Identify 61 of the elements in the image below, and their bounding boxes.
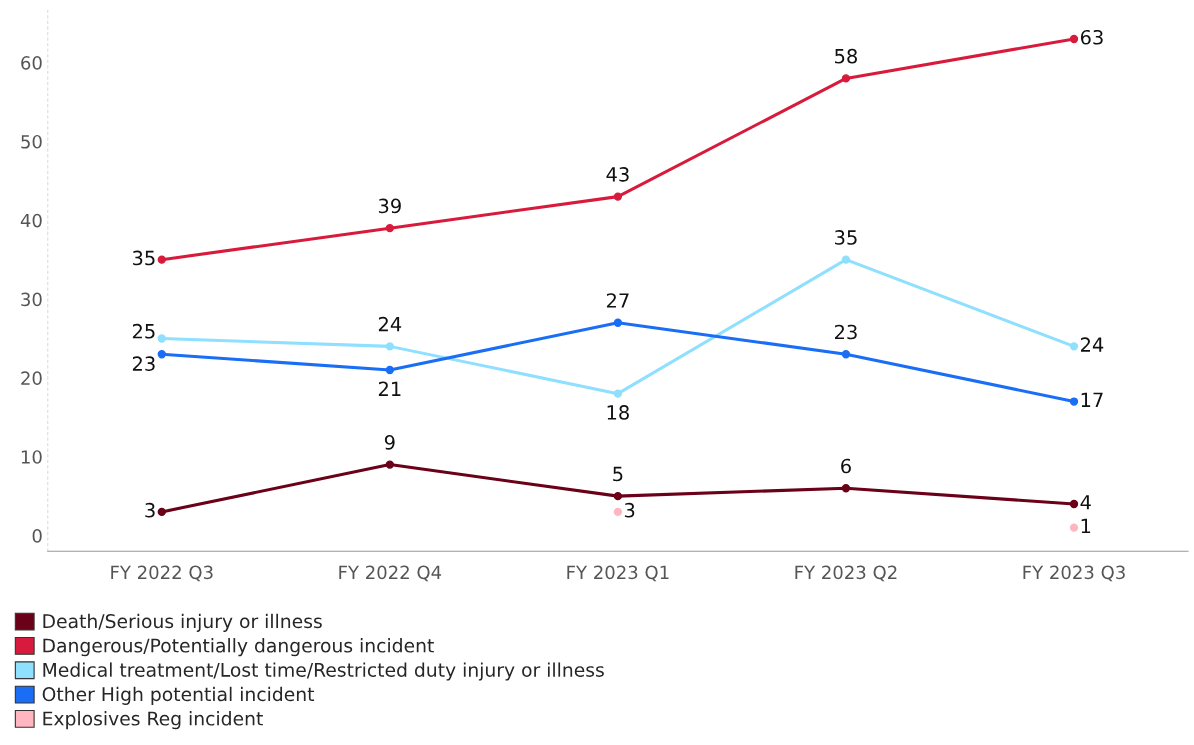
data-label: 9 bbox=[384, 435, 395, 450]
point bbox=[613, 507, 623, 517]
data-label: 18 bbox=[607, 405, 629, 420]
point bbox=[1069, 523, 1079, 532]
y-tick-label: 40 bbox=[20, 213, 42, 228]
y-tick-label: 20 bbox=[21, 371, 42, 386]
legend-label: Dangerous/Potentially dangerous incident bbox=[43, 638, 434, 657]
legend-label: Explosives Reg incident bbox=[43, 711, 263, 730]
x-tick-label: FY 2022 Q4 bbox=[339, 565, 442, 582]
point bbox=[385, 223, 395, 233]
data-label: 24 bbox=[378, 316, 402, 332]
y-tick-label: 0 bbox=[32, 529, 42, 543]
data-label: 35 bbox=[132, 250, 155, 266]
data-label: 3 bbox=[624, 502, 635, 518]
data-label: 6 bbox=[841, 458, 851, 474]
point bbox=[1069, 34, 1079, 44]
point bbox=[157, 334, 166, 343]
data-label: 5 bbox=[613, 466, 623, 482]
data-label: 27 bbox=[606, 293, 629, 308]
x-tick-label: FY 2023 Q2 bbox=[795, 565, 897, 582]
legend-label: Other High potential incident bbox=[42, 686, 315, 705]
data-label: 23 bbox=[835, 324, 857, 340]
x-tick-label: FY 2022 Q3 bbox=[111, 565, 213, 582]
data-label: 1 bbox=[1081, 518, 1091, 534]
point bbox=[841, 484, 851, 493]
point bbox=[613, 192, 623, 201]
point bbox=[157, 350, 166, 359]
x-tick-label: FY 2023 Q1 bbox=[567, 565, 669, 582]
y-tick-label: 50 bbox=[21, 134, 42, 149]
point bbox=[385, 365, 395, 375]
point bbox=[1069, 397, 1079, 406]
data-label: 24 bbox=[1080, 337, 1104, 352]
data-label: 25 bbox=[132, 323, 155, 339]
point bbox=[1069, 342, 1079, 351]
point bbox=[385, 342, 395, 351]
point bbox=[613, 389, 623, 398]
data-label: 39 bbox=[378, 198, 401, 214]
data-label: 58 bbox=[835, 48, 857, 64]
data-label: 17 bbox=[1081, 392, 1103, 407]
point bbox=[841, 74, 851, 83]
x-tick-label: FY 2023 Q3 bbox=[1023, 565, 1125, 582]
data-label: 23 bbox=[132, 356, 155, 372]
point bbox=[385, 460, 395, 469]
legend-label: Medical treatment/Lost time/Restricted duty injury or illness bbox=[43, 662, 604, 681]
point bbox=[157, 507, 166, 517]
data-label: 43 bbox=[606, 167, 629, 182]
data-label: 63 bbox=[1080, 29, 1103, 45]
point bbox=[157, 255, 166, 264]
data-label: 3 bbox=[145, 502, 155, 518]
y-tick-label: 60 bbox=[21, 56, 42, 70]
data-label: 4 bbox=[1080, 495, 1091, 510]
legend-label: Death/Serious injury or illness bbox=[43, 613, 322, 632]
point bbox=[841, 350, 851, 359]
y-tick-label: 10 bbox=[21, 450, 42, 464]
point bbox=[613, 491, 623, 501]
point bbox=[1069, 499, 1079, 509]
y-tick-label: 30 bbox=[21, 292, 42, 307]
data-label: 35 bbox=[835, 230, 857, 245]
point bbox=[841, 255, 851, 264]
point bbox=[613, 318, 623, 327]
data-label: 21 bbox=[378, 381, 401, 396]
